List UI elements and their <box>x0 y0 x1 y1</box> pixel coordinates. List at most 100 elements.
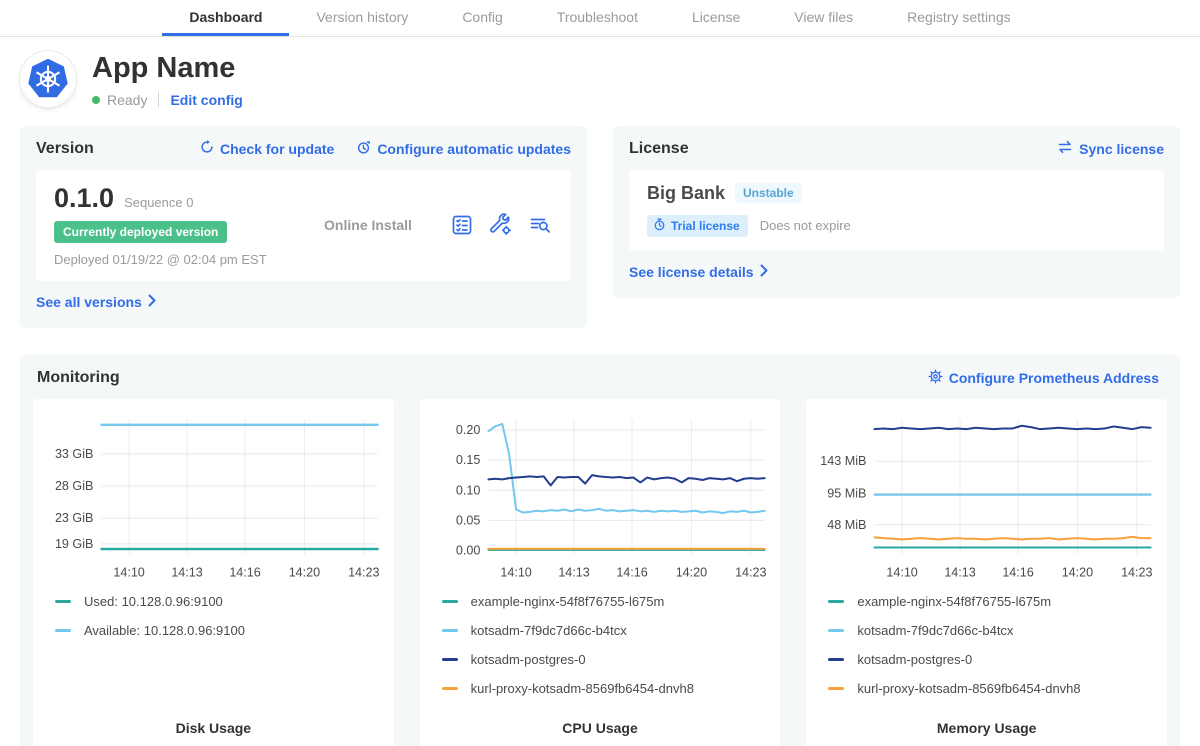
svg-text:19 GiB: 19 GiB <box>55 537 93 551</box>
preflight-checks-icon[interactable] <box>450 213 474 237</box>
chevron-right-icon <box>760 264 769 280</box>
license-details-card: Big Bank Unstable Trial license Does not… <box>629 169 1164 251</box>
svg-text:14:10: 14:10 <box>500 565 531 579</box>
svg-text:0.05: 0.05 <box>456 513 480 527</box>
version-number: 0.1.0 <box>54 182 115 213</box>
memory-usage-chart-card: 14:10 14:13 14:16 14:20 14:23 143 MiB 95 MiB 48… <box>806 398 1168 746</box>
legend-item: kotsadm-postgres-0 <box>441 652 771 667</box>
legend-swatch <box>828 658 845 662</box>
page-title: App Name <box>92 52 236 84</box>
legend-swatch <box>441 658 458 662</box>
refresh-icon <box>200 140 214 157</box>
legend-swatch <box>828 600 845 604</box>
svg-text:33 GiB: 33 GiB <box>55 447 93 461</box>
svg-text:0.00: 0.00 <box>456 543 480 557</box>
svg-text:14:13: 14:13 <box>171 565 202 579</box>
edit-config-link[interactable]: Edit config <box>170 91 243 108</box>
legend-item: kotsadm-postgres-0 <box>828 652 1157 667</box>
svg-text:14:20: 14:20 <box>289 565 320 579</box>
sync-arrows-icon <box>1057 140 1073 157</box>
svg-text:14:16: 14:16 <box>1003 565 1034 579</box>
svg-text:28 GiB: 28 GiB <box>55 479 93 493</box>
svg-text:23 GiB: 23 GiB <box>55 511 93 525</box>
clock-refresh-icon <box>356 140 371 158</box>
memory-usage-title: Memory Usage <box>936 720 1037 737</box>
cpu-usage-title: CPU Usage <box>562 720 638 737</box>
channel-badge: Unstable <box>735 183 802 204</box>
svg-text:143 MiB: 143 MiB <box>821 454 867 468</box>
legend-item: kurl-proxy-kotsadm-8569fb6454-dnvh8 <box>828 681 1157 696</box>
legend-swatch <box>441 687 458 691</box>
svg-text:14:10: 14:10 <box>887 565 918 579</box>
check-for-update-link[interactable]: Check for update <box>200 140 334 158</box>
legend-label: Available: 10.128.0.96:9100 <box>84 623 245 639</box>
tab-dashboard[interactable]: Dashboard <box>162 0 290 36</box>
license-name: Big Bank <box>647 182 726 203</box>
monitoring-title: Monitoring <box>37 368 120 386</box>
svg-text:14:16: 14:16 <box>616 565 647 579</box>
svg-text:14:10: 14:10 <box>113 565 144 579</box>
legend-item: example-nginx-54f8f76755-l675m <box>828 594 1157 609</box>
memory-usage-plot: 14:10 14:13 14:16 14:20 14:23 143 MiB 95 MiB 48… <box>821 418 1153 579</box>
legend-item: kotsadm-7f9dc7d66c-b4tcx <box>441 623 771 639</box>
legend-label: example-nginx-54f8f76755-l675m <box>857 594 1052 610</box>
configure-automatic-updates-link[interactable]: Configure automatic updates <box>356 140 571 158</box>
stopwatch-icon <box>653 218 666 234</box>
legend-label: kotsadm-7f9dc7d66c-b4tcx <box>857 623 1014 639</box>
legend-label: kurl-proxy-kotsadm-8569fb6454-dnvh8 <box>470 681 694 697</box>
svg-text:14:20: 14:20 <box>1062 565 1093 579</box>
current-version-card: 0.1.0 Sequence 0 Currently deployed vers… <box>36 169 571 281</box>
license-card-title: License <box>629 139 689 157</box>
svg-text:48 MiB: 48 MiB <box>828 518 867 532</box>
install-type-label: Online Install <box>324 216 412 233</box>
tab-license[interactable]: License <box>691 8 741 25</box>
top-nav: Dashboard Version history Config Troublesho… <box>0 0 1200 37</box>
configure-prometheus-link[interactable]: Configure Prometheus Address <box>928 369 1159 387</box>
deployed-timestamp: Deployed 01/19/22 @ 02:04 pm EST <box>54 251 267 267</box>
tab-troubleshoot[interactable]: Troubleshoot <box>556 8 638 25</box>
disk-usage-title: Disk Usage <box>175 720 252 737</box>
gear-icon <box>928 369 943 387</box>
tab-registry-settings[interactable]: Registry settings <box>907 8 1011 25</box>
nav-tab-list: Dashboard Version history Config Troublesho… <box>162 0 1037 36</box>
charts-row: 14:10 14:13 14:16 14:20 14:23 33 GiB 28 GiB 23 … <box>33 398 1168 746</box>
legend-label: kotsadm-7f9dc7d66c-b4tcx <box>470 623 627 639</box>
memory-usage-legend: example-nginx-54f8f76755-l675m kotsadm-7f… <box>828 594 1157 710</box>
svg-text:0.10: 0.10 <box>456 483 480 497</box>
version-card: Version Check for update Configure autom… <box>20 125 587 328</box>
license-expiry: Does not expire <box>759 218 851 234</box>
legend-swatch <box>828 629 845 633</box>
sync-license-link[interactable]: Sync license <box>1057 140 1164 157</box>
view-logs-icon[interactable] <box>528 213 553 237</box>
disk-usage-legend: Used: 10.128.0.96:9100 Available: 10.128.… <box>55 594 384 652</box>
legend-swatch <box>441 629 458 633</box>
deployed-badge: Currently deployed version <box>54 220 228 243</box>
status-badge: Ready <box>107 91 148 108</box>
chevron-right-icon <box>148 294 157 310</box>
legend-swatch <box>441 600 458 604</box>
see-license-details-link[interactable]: See license details <box>629 264 769 280</box>
license-card: License Sync license Big Bank Unstable <box>613 125 1180 298</box>
tab-view-files[interactable]: View files <box>794 8 854 25</box>
svg-text:14:23: 14:23 <box>735 565 766 579</box>
legend-swatch <box>55 629 71 633</box>
config-wrench-icon[interactable] <box>489 213 513 237</box>
tab-version-history[interactable]: Version history <box>316 8 409 25</box>
cpu-usage-chart-card: 14:10 14:13 14:16 14:20 14:23 0.20 0.15 0.10 0.0… <box>419 398 781 746</box>
legend-item: Used: 10.128.0.96:9100 <box>55 594 384 609</box>
tab-config[interactable]: Config <box>462 8 503 25</box>
cpu-usage-legend: example-nginx-54f8f76755-l675m kotsadm-7f… <box>441 594 771 710</box>
legend-label: kurl-proxy-kotsadm-8569fb6454-dnvh8 <box>857 681 1081 697</box>
version-card-title: Version <box>36 139 94 157</box>
legend-label: kotsadm-postgres-0 <box>857 652 973 668</box>
monitoring-section: Monitoring Configure Prometheus Address … <box>20 354 1180 746</box>
legend-item: Available: 10.128.0.96:9100 <box>55 623 384 638</box>
status-dot <box>92 95 100 104</box>
see-all-versions-link[interactable]: See all versions <box>36 294 157 310</box>
legend-label: Used: 10.128.0.96:9100 <box>84 594 223 610</box>
svg-text:0.15: 0.15 <box>456 453 480 467</box>
svg-text:14:20: 14:20 <box>675 565 706 579</box>
svg-text:14:16: 14:16 <box>229 565 260 579</box>
legend-swatch <box>828 687 845 691</box>
